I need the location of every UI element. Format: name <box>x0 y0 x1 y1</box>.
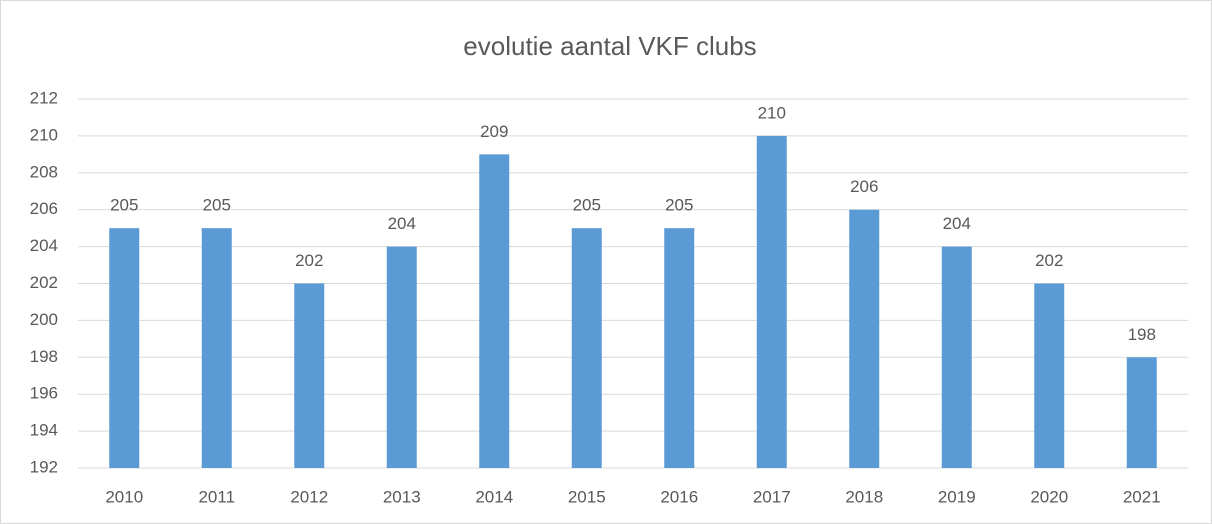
x-tick-label: 2016 <box>660 487 698 506</box>
data-label: 206 <box>850 177 878 196</box>
x-tick-label: 2012 <box>290 487 328 506</box>
x-tick-label: 2019 <box>938 487 976 506</box>
bar <box>756 135 787 468</box>
data-label: 202 <box>1035 251 1063 270</box>
x-tick-label: 2013 <box>383 487 421 506</box>
y-tick-label: 206 <box>30 199 58 218</box>
y-tick-label: 210 <box>30 125 58 144</box>
x-tick-label: 2018 <box>845 487 883 506</box>
x-tick-label: 2021 <box>1123 487 1161 506</box>
bar <box>571 228 602 468</box>
data-label: 204 <box>943 214 971 233</box>
bar <box>849 209 880 468</box>
y-tick-label: 208 <box>30 162 58 181</box>
x-tick-label: 2010 <box>105 487 143 506</box>
bar <box>941 246 972 468</box>
y-tick-label: 192 <box>30 457 58 476</box>
data-label: 210 <box>758 103 786 122</box>
bar <box>1126 357 1157 468</box>
x-tick-label: 2017 <box>753 487 791 506</box>
y-tick-label: 194 <box>30 421 58 440</box>
x-tick-label: 2014 <box>475 487 513 506</box>
y-tick-label: 196 <box>30 384 58 403</box>
bar <box>479 154 510 468</box>
bar <box>664 228 695 468</box>
bar <box>109 228 140 468</box>
y-tick-label: 200 <box>30 310 58 329</box>
bar <box>294 283 325 468</box>
y-tick-label: 212 <box>30 88 58 107</box>
data-label: 198 <box>1128 325 1156 344</box>
x-tick-label: 2020 <box>1030 487 1068 506</box>
x-tick-label: 2011 <box>198 487 235 506</box>
data-label: 202 <box>295 251 323 270</box>
y-tick-label: 204 <box>30 236 58 255</box>
data-label: 205 <box>573 196 601 215</box>
data-label: 205 <box>203 196 231 215</box>
y-tick-label: 198 <box>30 347 58 366</box>
data-label: 209 <box>480 122 508 141</box>
bar <box>1034 283 1065 468</box>
data-label: 205 <box>665 196 693 215</box>
bar <box>201 228 232 468</box>
y-tick-label: 202 <box>30 273 58 292</box>
bar <box>386 246 417 468</box>
data-label: 205 <box>110 196 138 215</box>
data-label: 204 <box>388 214 416 233</box>
x-tick-label: 2015 <box>568 487 606 506</box>
chart-title: evolutie aantal VKF clubs <box>463 31 756 61</box>
